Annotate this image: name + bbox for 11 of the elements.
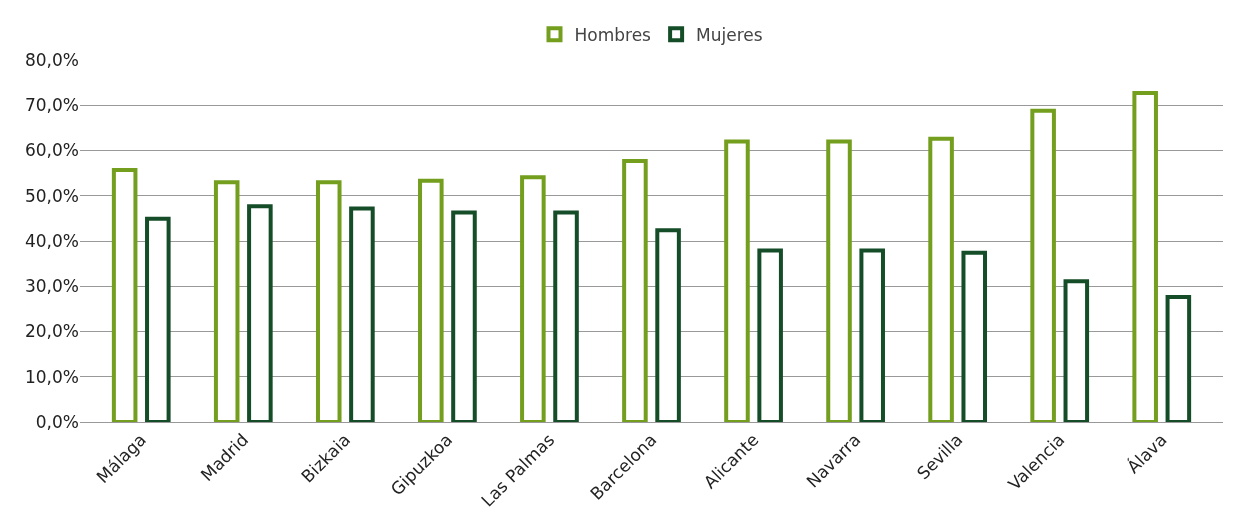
legend-label: Hombres: [574, 24, 652, 45]
y-tick-label: 70,0%: [24, 95, 79, 116]
y-tick-label: 20,0%: [24, 321, 79, 342]
y-tick-label: 30,0%: [24, 276, 79, 297]
y-tick-label: 50,0%: [24, 185, 79, 206]
y-tick-label: 80,0%: [24, 49, 79, 70]
y-tick-label: 60,0%: [24, 140, 79, 161]
y-tick-label: 0,0%: [35, 411, 79, 432]
legend-label: Mujeres: [696, 24, 763, 45]
y-tick-label: 40,0%: [24, 230, 79, 251]
y-tick-label: 10,0%: [24, 366, 79, 387]
